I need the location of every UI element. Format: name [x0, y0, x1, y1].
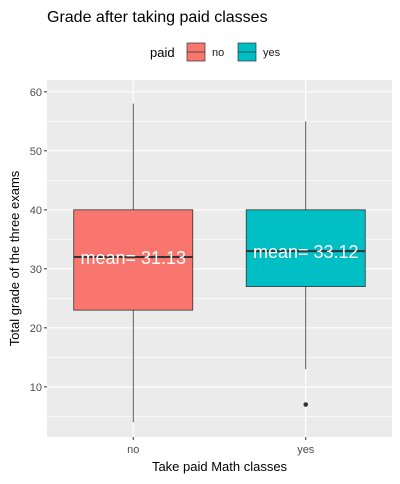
y-tick-label: 50 — [30, 146, 42, 158]
legend: paid no yes — [150, 42, 281, 62]
x-tick-label: no — [127, 444, 139, 456]
y-tick-label: 20 — [30, 323, 42, 335]
x-axis-title: Take paid Math classes — [152, 459, 288, 474]
legend-label-yes: yes — [263, 47, 281, 59]
y-tick-label: 30 — [30, 264, 42, 276]
y-tick-label: 40 — [30, 205, 42, 217]
mean-label: mean= 33.12 — [253, 242, 359, 262]
y-tick-label: 10 — [30, 382, 42, 394]
legend-label-no: no — [212, 47, 224, 59]
ticks: 10 20 30 40 50 60 no yes — [30, 87, 315, 456]
y-tick-label: 60 — [30, 87, 42, 99]
box-iqr — [73, 209, 194, 311]
box-iqr — [245, 209, 366, 287]
x-tick-label: yes — [297, 444, 315, 456]
boxes: mean= 31.13 mean= 33.12 — [73, 103, 366, 423]
legend-title: paid — [150, 45, 175, 60]
outlier-point — [303, 402, 309, 407]
box-no: mean= 31.13 — [73, 103, 194, 423]
y-axis-title: Total grade of the three exams — [7, 170, 22, 346]
box-yes: mean= 33.12 — [245, 121, 366, 407]
mean-label: mean= 31.13 — [80, 248, 186, 268]
chart-title: Grade after taking paid classes — [47, 9, 268, 26]
